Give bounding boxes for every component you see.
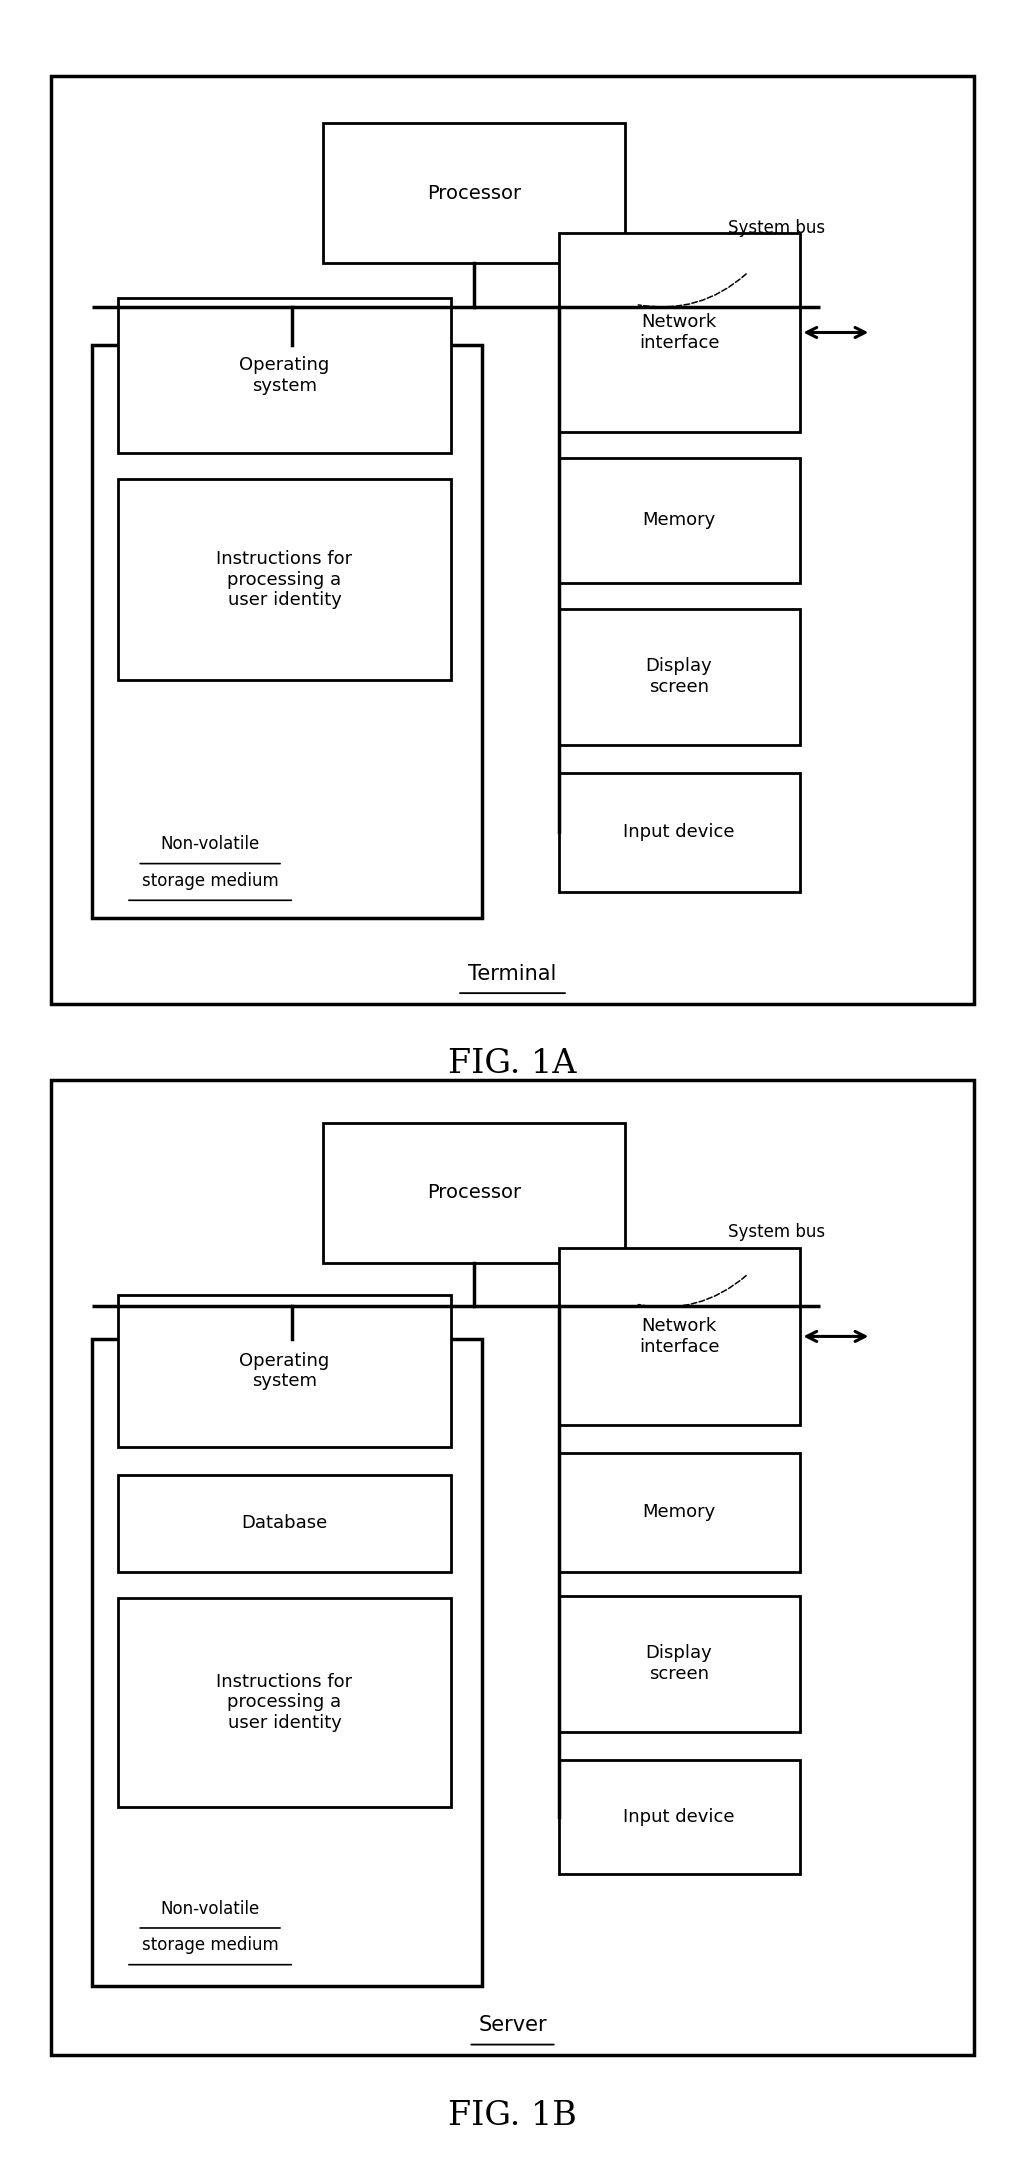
FancyBboxPatch shape xyxy=(559,1248,800,1425)
FancyBboxPatch shape xyxy=(118,298,451,453)
Text: Memory: Memory xyxy=(643,1503,715,1522)
FancyBboxPatch shape xyxy=(559,458,800,583)
FancyBboxPatch shape xyxy=(559,1760,800,1874)
Text: System bus: System bus xyxy=(728,1224,825,1241)
FancyBboxPatch shape xyxy=(323,123,625,263)
Text: Instructions for
processing a
user identity: Instructions for processing a user ident… xyxy=(216,551,353,609)
FancyBboxPatch shape xyxy=(92,345,482,918)
FancyBboxPatch shape xyxy=(51,76,974,1004)
Text: Network
interface: Network interface xyxy=(639,1317,720,1356)
Text: Terminal: Terminal xyxy=(468,963,557,985)
Text: storage medium: storage medium xyxy=(141,872,279,890)
Text: FIG. 1B: FIG. 1B xyxy=(448,2101,577,2131)
Text: Operating
system: Operating system xyxy=(239,356,330,395)
Text: Processor: Processor xyxy=(427,1183,521,1203)
Text: Operating
system: Operating system xyxy=(239,1352,330,1390)
Text: Processor: Processor xyxy=(427,184,521,203)
Text: Network
interface: Network interface xyxy=(639,313,720,352)
Text: Input device: Input device xyxy=(623,1807,735,1827)
FancyBboxPatch shape xyxy=(559,233,800,432)
FancyBboxPatch shape xyxy=(559,1596,800,1732)
FancyBboxPatch shape xyxy=(118,1295,451,1447)
Text: Input device: Input device xyxy=(623,823,735,842)
FancyBboxPatch shape xyxy=(118,1598,451,1807)
Text: System bus: System bus xyxy=(728,220,825,237)
FancyBboxPatch shape xyxy=(118,479,451,680)
Text: Non-volatile: Non-volatile xyxy=(161,836,259,853)
FancyBboxPatch shape xyxy=(118,1475,451,1572)
Text: Instructions for
processing a
user identity: Instructions for processing a user ident… xyxy=(216,1673,353,1732)
Text: storage medium: storage medium xyxy=(141,1937,279,1954)
Text: Display
screen: Display screen xyxy=(646,1645,712,1682)
FancyBboxPatch shape xyxy=(559,773,800,892)
Text: Server: Server xyxy=(479,2014,546,2036)
Text: Database: Database xyxy=(241,1513,328,1533)
FancyBboxPatch shape xyxy=(51,1080,974,2055)
FancyBboxPatch shape xyxy=(559,1453,800,1572)
FancyBboxPatch shape xyxy=(92,1339,482,1986)
Text: Display
screen: Display screen xyxy=(646,658,712,695)
FancyBboxPatch shape xyxy=(323,1123,625,1263)
FancyBboxPatch shape xyxy=(559,609,800,745)
Text: Non-volatile: Non-volatile xyxy=(161,1900,259,1917)
Text: FIG. 1A: FIG. 1A xyxy=(448,1049,577,1080)
Text: Memory: Memory xyxy=(643,512,715,529)
